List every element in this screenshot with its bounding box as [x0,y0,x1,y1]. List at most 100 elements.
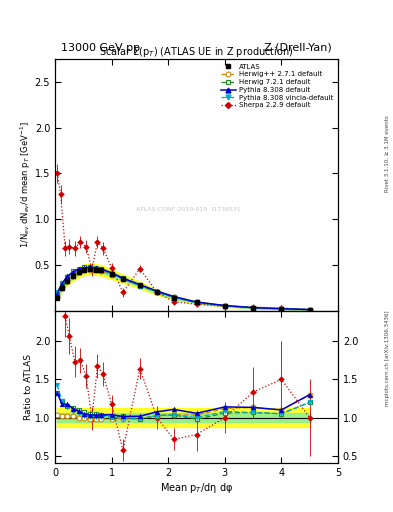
Pythia 8.308 vincia-default [71,270,75,276]
Herwig 7.2.1 default [55,291,60,297]
Pythia 8.308 vincia-default [307,307,312,313]
Sherpa 2.2.9 default [63,245,68,251]
Sherpa 2.2.9 default [84,244,88,250]
Pythia 8.308 vincia-default [279,306,284,312]
Pythia 8.308 default [71,269,75,275]
Herwig 7.2.1 default [194,300,199,306]
Text: mcplots.cern.ch [arXiv:1306.3436]: mcplots.cern.ch [arXiv:1306.3436] [385,311,389,406]
Text: 13000 GeV pp: 13000 GeV pp [61,42,140,53]
Herwig 7.2.1 default [171,294,176,301]
Pythia 8.308 vincia-default [121,276,125,282]
Herwig 7.2.1 default [71,268,75,274]
Pythia 8.308 default [94,265,98,271]
Pythia 8.308 vincia-default [109,270,114,276]
Pythia 8.308 vincia-default [138,283,142,289]
Pythia 8.308 vincia-default [194,300,199,306]
Herwig++ 2.7.1 default [307,307,312,313]
Sherpa 2.2.9 default [72,245,77,251]
Herwig++ 2.7.1 default [222,303,227,309]
Line: Herwig 7.2.1 default: Herwig 7.2.1 default [55,264,312,312]
Herwig++ 2.7.1 default [71,272,75,278]
Herwig++ 2.7.1 default [82,267,87,273]
X-axis label: Mean p$_T$/dη dφ: Mean p$_T$/dη dφ [160,481,233,495]
Pythia 8.308 vincia-default [222,303,227,309]
Sherpa 2.2.9 default [279,305,284,311]
Herwig++ 2.7.1 default [99,268,104,274]
Herwig 7.2.1 default [154,289,159,295]
Pythia 8.308 default [55,291,60,297]
Herwig 7.2.1 default [138,283,142,289]
Sherpa 2.2.9 default [222,303,227,309]
Herwig++ 2.7.1 default [55,294,60,301]
Herwig++ 2.7.1 default [94,267,98,273]
Herwig++ 2.7.1 default [154,289,159,295]
Legend: ATLAS, Herwig++ 2.7.1 default, Herwig 7.2.1 default, Pythia 8.308 default, Pythi: ATLAS, Herwig++ 2.7.1 default, Herwig 7.… [219,62,334,110]
Herwig 7.2.1 default [65,274,70,280]
Herwig++ 2.7.1 default [109,271,114,278]
Herwig++ 2.7.1 default [251,305,255,311]
Herwig 7.2.1 default [88,264,92,270]
Pythia 8.308 default [82,265,87,271]
Herwig++ 2.7.1 default [138,283,142,289]
Pythia 8.308 vincia-default [94,266,98,272]
Pythia 8.308 default [222,303,227,309]
Pythia 8.308 vincia-default [171,294,176,301]
Text: ATLAS-CONF-2019-019  I1736531: ATLAS-CONF-2019-019 I1736531 [136,207,241,212]
Herwig 7.2.1 default [307,307,312,313]
Herwig++ 2.7.1 default [88,266,92,272]
Herwig++ 2.7.1 default [76,269,81,275]
Title: Scalar Σ(p$_T$) (ATLAS UE in Z production): Scalar Σ(p$_T$) (ATLAS UE in Z productio… [99,45,294,59]
Pythia 8.308 default [138,282,142,288]
Herwig++ 2.7.1 default [171,294,176,301]
Herwig 7.2.1 default [222,303,227,309]
Line: Pythia 8.308 default: Pythia 8.308 default [55,265,312,312]
Sherpa 2.2.9 default [251,304,255,310]
Herwig 7.2.1 default [82,264,87,270]
Sherpa 2.2.9 default [154,289,159,295]
Herwig 7.2.1 default [121,275,125,281]
Herwig 7.2.1 default [109,270,114,276]
Line: Herwig++ 2.7.1 default: Herwig++ 2.7.1 default [55,267,312,312]
Pythia 8.308 default [279,306,284,312]
Sherpa 2.2.9 default [58,191,63,198]
Pythia 8.308 vincia-default [99,267,104,273]
Pythia 8.308 vincia-default [154,289,159,295]
Text: Z (Drell-Yan): Z (Drell-Yan) [264,42,332,53]
Herwig 7.2.1 default [99,266,104,272]
Y-axis label: 1/N$_{ev}$ dN$_{ev}$/d mean p$_T$ [GeV$^{-1}$]: 1/N$_{ev}$ dN$_{ev}$/d mean p$_T$ [GeV$^… [19,121,33,248]
Herwig 7.2.1 default [59,280,64,286]
Pythia 8.308 default [109,270,114,276]
Sherpa 2.2.9 default [55,170,60,177]
Sherpa 2.2.9 default [171,298,176,305]
Line: Pythia 8.308 vincia-default: Pythia 8.308 vincia-default [55,266,312,312]
Pythia 8.308 default [88,264,92,270]
Sherpa 2.2.9 default [138,266,142,272]
Pythia 8.308 default [194,299,199,305]
Sherpa 2.2.9 default [101,245,105,251]
Sherpa 2.2.9 default [67,244,72,250]
Pythia 8.308 default [307,307,312,313]
Sherpa 2.2.9 default [109,265,114,271]
Herwig 7.2.1 default [251,305,255,311]
Herwig++ 2.7.1 default [279,306,284,312]
Sherpa 2.2.9 default [78,239,83,245]
Herwig++ 2.7.1 default [59,284,64,290]
Pythia 8.308 default [59,281,64,287]
Sherpa 2.2.9 default [194,301,199,307]
Pythia 8.308 default [76,266,81,272]
Pythia 8.308 vincia-default [82,266,87,272]
Text: Rivet 3.1.10, ≥ 3.1M events: Rivet 3.1.10, ≥ 3.1M events [385,115,389,192]
Pythia 8.308 default [65,273,70,280]
Pythia 8.308 default [251,305,255,311]
Pythia 8.308 default [121,275,125,281]
Pythia 8.308 default [171,293,176,300]
Pythia 8.308 vincia-default [76,267,81,273]
Herwig++ 2.7.1 default [194,299,199,305]
Sherpa 2.2.9 default [90,266,94,272]
Herwig 7.2.1 default [94,265,98,271]
Herwig++ 2.7.1 default [121,276,125,282]
Y-axis label: Ratio to ATLAS: Ratio to ATLAS [24,354,33,420]
Sherpa 2.2.9 default [307,307,312,313]
Pythia 8.308 vincia-default [65,274,70,281]
Pythia 8.308 vincia-default [55,289,60,295]
